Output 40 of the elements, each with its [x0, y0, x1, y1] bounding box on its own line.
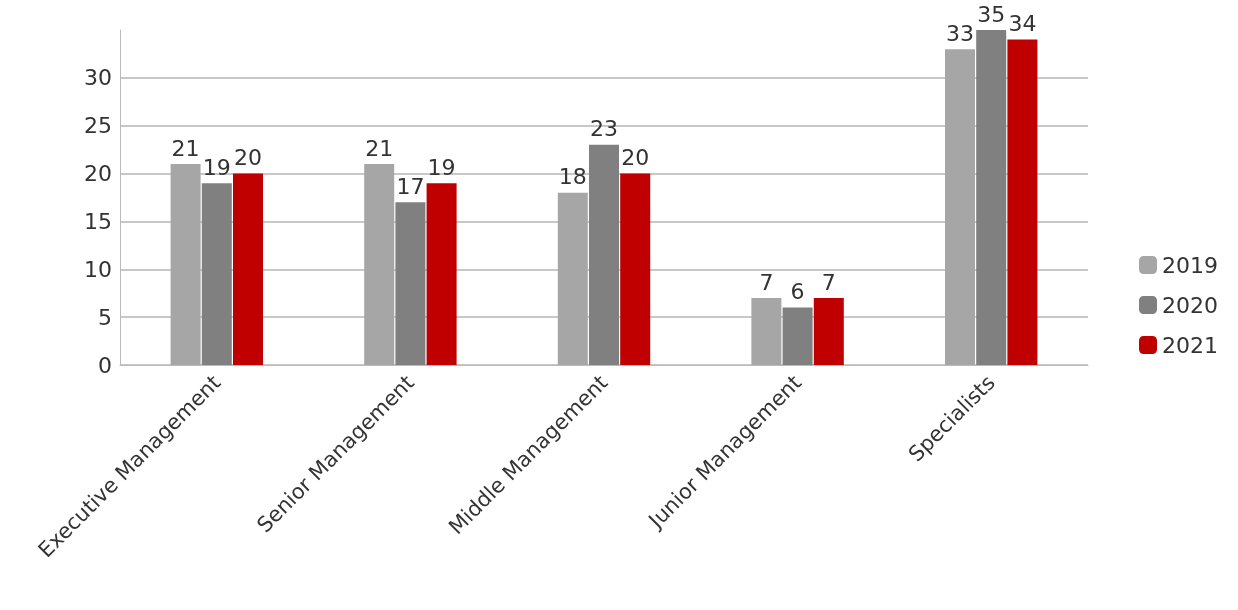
- data-label: 33: [946, 20, 974, 46]
- bar: [364, 164, 395, 365]
- y-tick-label: 10: [84, 256, 112, 282]
- y-tick-label: 20: [84, 161, 112, 187]
- data-label: 7: [821, 269, 836, 295]
- data-label: 21: [171, 135, 200, 161]
- y-tick-label: 25: [84, 113, 112, 139]
- data-label: 34: [1008, 11, 1037, 37]
- data-label: 6: [790, 279, 805, 305]
- bar: [976, 30, 1007, 365]
- y-tick-label: 0: [98, 352, 112, 378]
- y-tick-label: 15: [84, 208, 112, 234]
- data-label: 7: [759, 269, 774, 295]
- y-tick-label: 5: [98, 304, 112, 330]
- data-label: 20: [234, 145, 262, 171]
- bar: [620, 173, 651, 365]
- bar: [170, 164, 201, 365]
- data-label: 19: [427, 154, 456, 180]
- legend-label: 2021: [1162, 332, 1219, 358]
- data-label: 23: [590, 116, 618, 142]
- bar: [233, 173, 263, 365]
- bar: [201, 183, 232, 365]
- bar: [557, 192, 588, 365]
- data-label: 20: [621, 145, 650, 171]
- bar: [1007, 39, 1038, 365]
- bar: [751, 298, 782, 365]
- bar: [426, 183, 457, 365]
- bar: [589, 144, 619, 365]
- legend-label: 2019: [1162, 252, 1219, 278]
- data-label: 21: [365, 135, 394, 161]
- bar: [782, 307, 813, 365]
- y-tick-label: 30: [84, 65, 112, 91]
- bar: [813, 298, 844, 365]
- data-label: 35: [977, 1, 1006, 27]
- bar: [395, 202, 426, 365]
- data-label: 19: [202, 154, 231, 180]
- data-label: 18: [558, 164, 587, 190]
- legend-label: 2020: [1162, 292, 1219, 318]
- bar: [945, 49, 975, 365]
- data-label: 17: [396, 173, 425, 199]
